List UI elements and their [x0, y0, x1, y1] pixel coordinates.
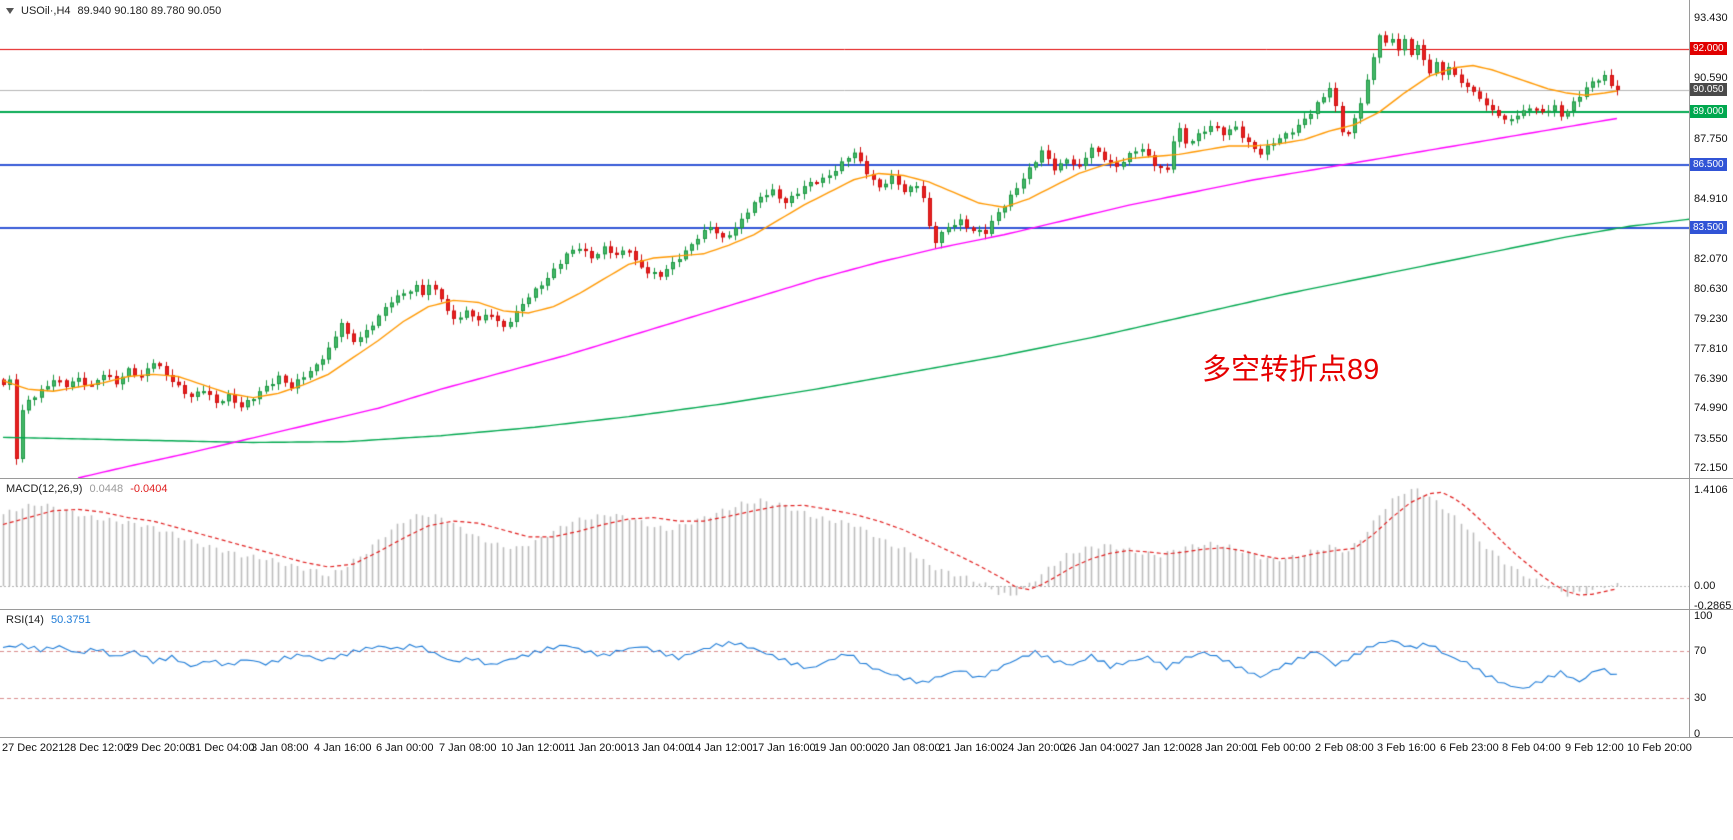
chevron-down-icon[interactable] — [6, 8, 14, 14]
price-tick-label: 90.590 — [1694, 72, 1728, 85]
time-tick-label: 10 Feb 20:00 — [1627, 742, 1692, 754]
time-tick-label: 24 Jan 20:00 — [1002, 742, 1066, 754]
rsi-tick-label: 70 — [1694, 645, 1707, 658]
time-tick-label: 19 Jan 00:00 — [814, 742, 878, 754]
time-tick-label: 26 Jan 04:00 — [1064, 742, 1128, 754]
price-tick-label: 84.910 — [1694, 192, 1728, 205]
time-tick-label: 11 Jan 20:00 — [564, 742, 627, 754]
price-tick-label: 74.990 — [1694, 402, 1728, 415]
price-tick-label: 82.070 — [1694, 252, 1728, 265]
time-tick-label: 9 Feb 12:00 — [1565, 742, 1624, 754]
time-tick-label: 21 Jan 16:00 — [939, 742, 1003, 754]
price-level-badge: 83.500 — [1690, 221, 1727, 235]
time-tick-label: 29 Dec 20:00 — [126, 742, 192, 754]
rsi-tick-label: 100 — [1694, 609, 1713, 622]
time-tick-label: 17 Jan 16:00 — [752, 742, 816, 754]
macd-name: MACD(12,26,9) — [6, 483, 83, 495]
time-tick-label: 27 Dec 2021 — [2, 742, 65, 754]
time-axis-separator — [0, 737, 1733, 738]
price-tick-label: 93.430 — [1694, 12, 1728, 25]
price-level-badge: 92.000 — [1690, 41, 1727, 55]
rsi-value: 50.3751 — [50, 614, 91, 626]
price-tick-label: 72.150 — [1694, 462, 1728, 475]
time-tick-label: 6 Feb 23:00 — [1440, 742, 1499, 754]
time-tick-label: 31 Dec 04:00 — [189, 742, 255, 754]
macd-main-value: 0.0448 — [89, 483, 124, 495]
time-tick-label: 13 Jan 04:00 — [627, 742, 691, 754]
rsi-tick-label: 30 — [1694, 692, 1707, 705]
price-level-badge: 86.500 — [1690, 157, 1727, 171]
time-tick-label: 3 Feb 16:00 — [1377, 742, 1436, 754]
macd-tick-label: -0.2865 — [1694, 599, 1732, 612]
time-tick-label: 8 Feb 04:00 — [1502, 742, 1561, 754]
time-tick-label: 28 Jan 20:00 — [1190, 742, 1254, 754]
macd-signal-value: -0.0404 — [130, 483, 168, 495]
symbol-timeframe: USOil·,H4 — [21, 5, 71, 17]
price-tick-label: 73.550 — [1694, 432, 1728, 445]
symbol-ohlc-label: USOil·,H4 89.940 90.180 89.780 90.050 — [6, 5, 221, 17]
time-tick-label: 1 Feb 00:00 — [1252, 742, 1311, 754]
price-chart-canvas[interactable] — [0, 0, 1689, 478]
rsi-name: RSI(14) — [6, 614, 44, 626]
macd-panel-canvas[interactable] — [0, 480, 1689, 608]
macd-tick-label: 1.4106 — [1694, 483, 1728, 496]
time-tick-label: 10 Jan 12:00 — [501, 742, 565, 754]
time-tick-label: 14 Jan 12:00 — [689, 742, 753, 754]
rsi-label: RSI(14) 50.3751 — [6, 614, 95, 626]
panel-separator-macd[interactable] — [0, 478, 1733, 479]
price-axis-separator — [1689, 0, 1690, 737]
rsi-panel-canvas[interactable] — [0, 611, 1689, 736]
rsi-tick-label: 0 — [1694, 727, 1701, 740]
price-tick-label: 76.390 — [1694, 372, 1728, 385]
time-tick-label: 2 Feb 08:00 — [1315, 742, 1374, 754]
price-tick-label: 87.750 — [1694, 132, 1728, 145]
price-tick-label: 79.230 — [1694, 312, 1728, 325]
time-tick-label: 28 Dec 12:00 — [64, 742, 130, 754]
time-tick-label: 4 Jan 16:00 — [314, 742, 372, 754]
price-tick-label: 80.630 — [1694, 283, 1728, 296]
price-level-badge: 89.000 — [1690, 105, 1727, 119]
chart-annotation-text[interactable]: 多空转折点89 — [1202, 354, 1380, 386]
time-tick-label: 20 Jan 08:00 — [877, 742, 941, 754]
time-tick-label: 6 Jan 00:00 — [376, 742, 434, 754]
panel-separator-rsi[interactable] — [0, 609, 1733, 610]
ohlc-values: 89.940 90.180 89.780 90.050 — [77, 5, 222, 17]
macd-tick-label: 0.00 — [1694, 580, 1716, 593]
time-tick-label: 7 Jan 08:00 — [439, 742, 497, 754]
macd-label: MACD(12,26,9) 0.0448 -0.0404 — [6, 483, 172, 495]
price-level-badge: 90.050 — [1690, 82, 1727, 96]
time-tick-label: 27 Jan 12:00 — [1127, 742, 1191, 754]
time-tick-label: 3 Jan 08:00 — [251, 742, 309, 754]
price-tick-label: 77.810 — [1694, 342, 1728, 355]
